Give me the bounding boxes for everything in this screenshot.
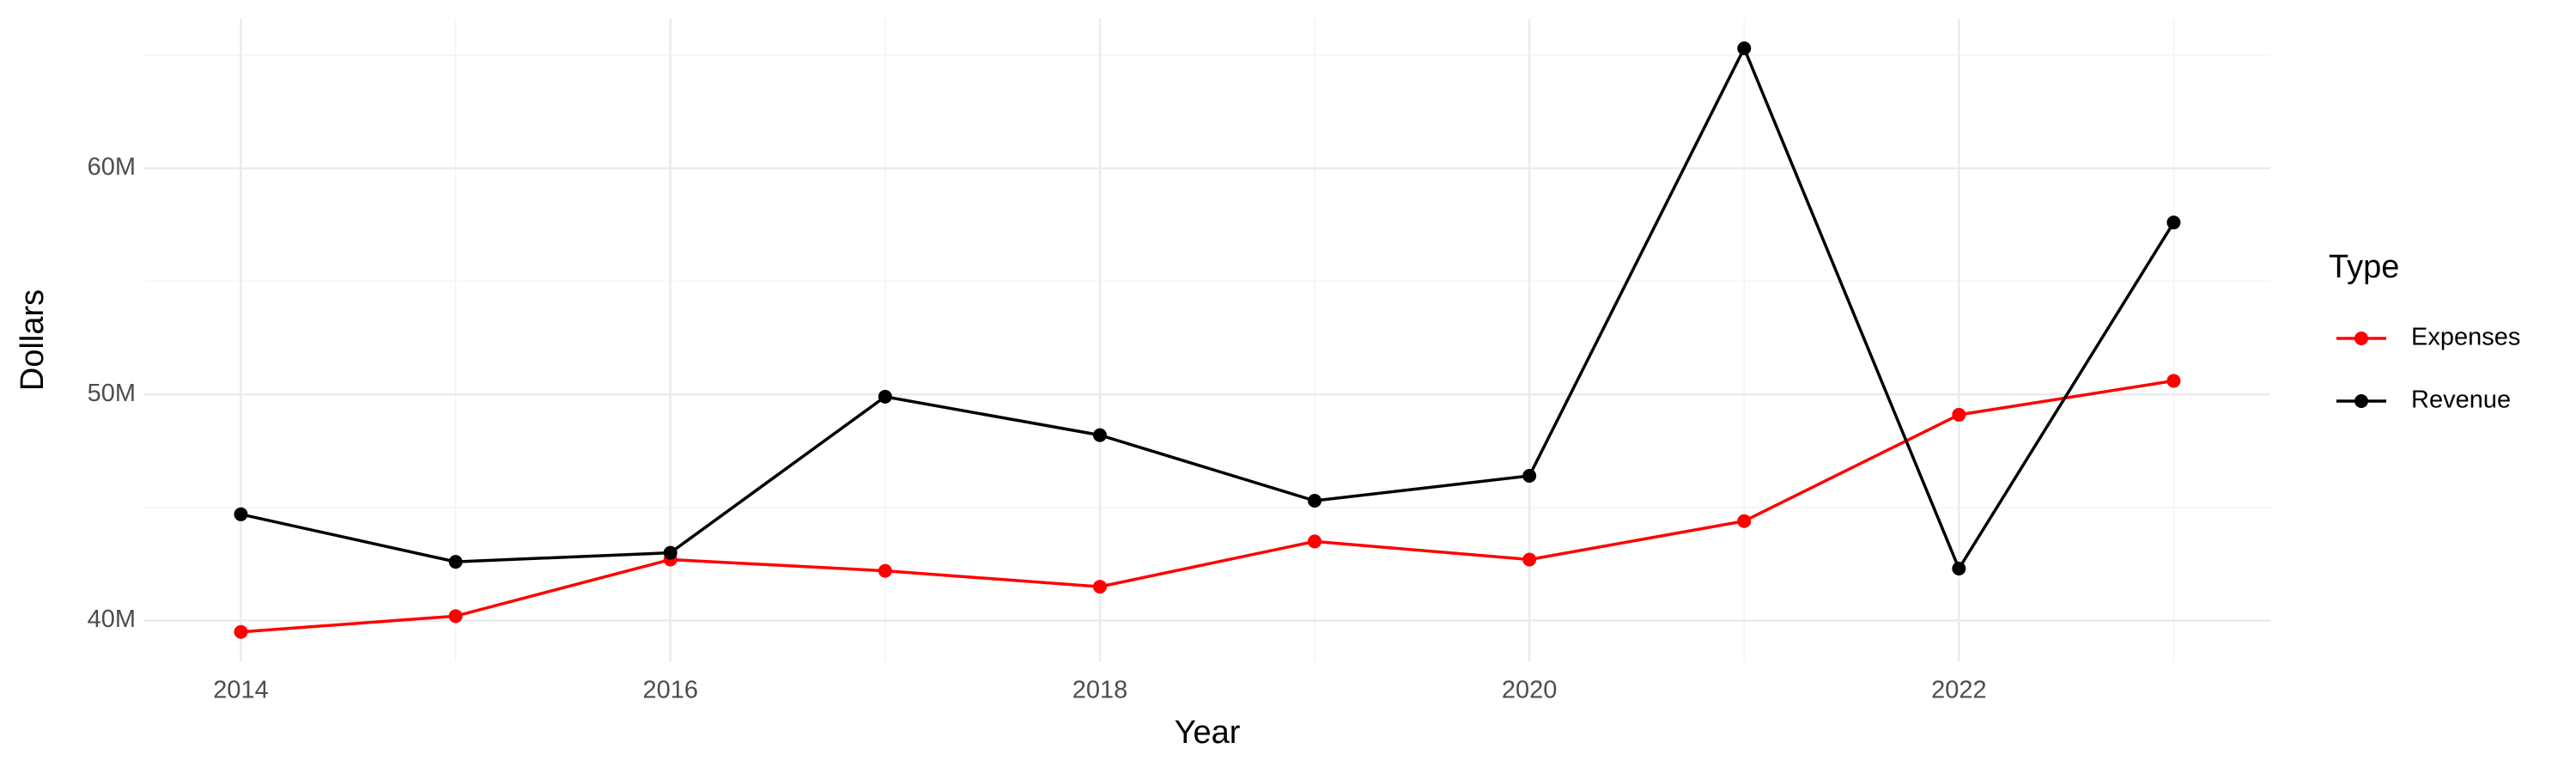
legend-label: Revenue bbox=[2411, 386, 2511, 414]
data-point bbox=[2166, 374, 2181, 388]
legend-label: Expenses bbox=[2411, 324, 2520, 351]
data-point bbox=[1522, 469, 1537, 484]
data-point bbox=[878, 563, 892, 578]
data-point bbox=[1092, 428, 1107, 442]
data-point bbox=[1952, 562, 1966, 576]
x-tick-label: 2018 bbox=[1072, 677, 1128, 704]
data-point bbox=[1308, 494, 1322, 508]
data-point bbox=[663, 545, 677, 560]
data-point bbox=[1308, 534, 1322, 549]
data-point bbox=[234, 507, 248, 521]
x-tick-label: 2020 bbox=[1502, 677, 1558, 704]
x-tick-label: 2014 bbox=[213, 677, 269, 704]
y-tick-label: 50M bbox=[88, 380, 136, 407]
data-point bbox=[1952, 407, 1966, 422]
legend-title: Type bbox=[2329, 249, 2399, 285]
x-axis-title: Year bbox=[1175, 715, 1241, 751]
y-tick-label: 40M bbox=[88, 606, 136, 633]
y-tick-label: 60M bbox=[88, 153, 136, 180]
data-point bbox=[2166, 216, 2181, 230]
x-tick-label: 2022 bbox=[1931, 677, 1987, 704]
series-line bbox=[240, 45, 2175, 572]
data-point bbox=[1737, 41, 1752, 56]
legend-key-point bbox=[2354, 332, 2368, 345]
data-point bbox=[234, 624, 248, 639]
data-point bbox=[448, 555, 463, 569]
data-point bbox=[878, 389, 892, 404]
data-point bbox=[1522, 552, 1537, 567]
legend-key-point bbox=[2354, 394, 2368, 408]
x-tick-label: 2016 bbox=[642, 677, 698, 704]
series-line bbox=[240, 379, 2174, 634]
y-axis-title: Dollars bbox=[15, 289, 51, 391]
data-point bbox=[448, 609, 463, 624]
data-point bbox=[1092, 580, 1107, 594]
data-point bbox=[1737, 514, 1752, 528]
